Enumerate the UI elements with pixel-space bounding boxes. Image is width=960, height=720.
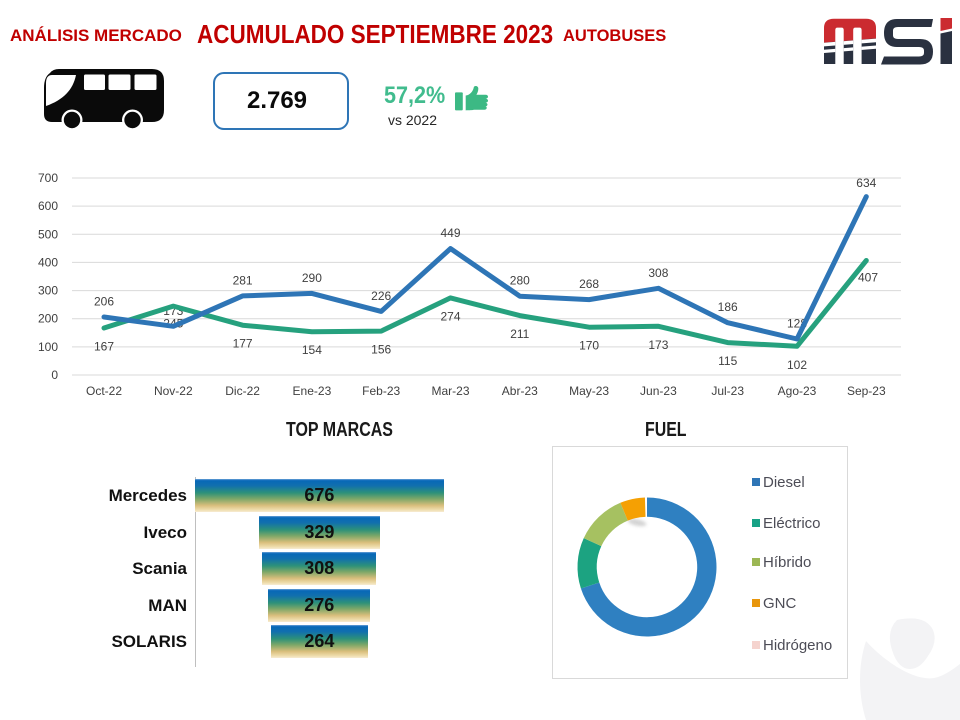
svg-text:226: 226 bbox=[371, 289, 391, 303]
svg-text:186: 186 bbox=[718, 300, 738, 314]
svg-text:200: 200 bbox=[38, 312, 58, 326]
svg-text:449: 449 bbox=[440, 226, 460, 240]
svg-text:0: 0 bbox=[51, 368, 58, 382]
svg-text:280: 280 bbox=[510, 274, 530, 288]
svg-text:400: 400 bbox=[38, 255, 58, 269]
svg-text:102: 102 bbox=[787, 358, 807, 372]
svg-text:Abr-23: Abr-23 bbox=[502, 384, 538, 398]
svg-text:206: 206 bbox=[94, 295, 114, 309]
svg-text:Mar-23: Mar-23 bbox=[431, 384, 469, 398]
svg-text:115: 115 bbox=[718, 354, 737, 368]
svg-text:700: 700 bbox=[38, 171, 58, 185]
svg-text:Dic-22: Dic-22 bbox=[225, 384, 260, 398]
svg-text:Feb-23: Feb-23 bbox=[362, 384, 400, 398]
svg-text:Jun-23: Jun-23 bbox=[640, 384, 677, 398]
svg-text:156: 156 bbox=[371, 343, 391, 357]
svg-text:100: 100 bbox=[38, 340, 58, 354]
svg-text:154: 154 bbox=[302, 343, 322, 357]
svg-text:170: 170 bbox=[579, 339, 599, 353]
svg-text:173: 173 bbox=[648, 338, 668, 352]
svg-text:500: 500 bbox=[38, 227, 58, 241]
svg-text:Jul-23: Jul-23 bbox=[711, 384, 744, 398]
svg-text:May-23: May-23 bbox=[569, 384, 609, 398]
svg-text:211: 211 bbox=[510, 327, 529, 341]
svg-text:407: 407 bbox=[858, 271, 878, 285]
svg-text:281: 281 bbox=[233, 273, 253, 287]
svg-text:634: 634 bbox=[856, 176, 876, 190]
svg-text:268: 268 bbox=[579, 277, 599, 291]
svg-text:Ago-23: Ago-23 bbox=[778, 384, 817, 398]
svg-text:274: 274 bbox=[440, 309, 460, 323]
svg-text:177: 177 bbox=[233, 337, 253, 351]
svg-text:Oct-22: Oct-22 bbox=[86, 384, 122, 398]
svg-text:Ene-23: Ene-23 bbox=[293, 384, 332, 398]
svg-text:Nov-22: Nov-22 bbox=[154, 384, 193, 398]
svg-text:Sep-23: Sep-23 bbox=[847, 384, 886, 398]
svg-text:600: 600 bbox=[38, 199, 58, 213]
svg-text:308: 308 bbox=[648, 266, 668, 280]
svg-text:290: 290 bbox=[302, 271, 322, 285]
svg-text:300: 300 bbox=[38, 284, 58, 298]
svg-text:167: 167 bbox=[94, 340, 114, 354]
